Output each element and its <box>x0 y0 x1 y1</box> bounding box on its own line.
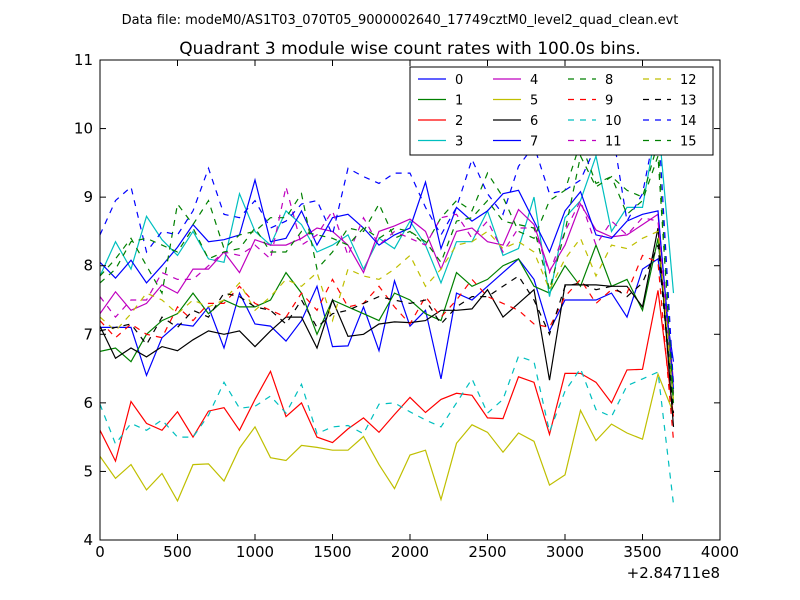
legend-label-8: 8 <box>605 73 613 88</box>
series-line-6 <box>100 227 675 427</box>
series-line-13 <box>100 244 675 414</box>
x-tick-label: 500 <box>163 543 192 561</box>
y-tick-label: 9 <box>83 188 93 206</box>
legend-label-13: 13 <box>680 94 697 109</box>
y-tick-label: 7 <box>83 325 93 343</box>
y-tick-label: 8 <box>83 257 93 275</box>
x-offset-label: +2.84711e8 <box>627 564 720 582</box>
legend-label-10: 10 <box>605 114 622 129</box>
y-tick-label: 5 <box>83 462 93 480</box>
legend-label-12: 12 <box>680 73 697 88</box>
x-tick-label: 3000 <box>546 543 584 561</box>
legend-label-7: 7 <box>530 135 538 150</box>
legend-box <box>409 66 714 156</box>
legend-label-2: 2 <box>455 114 463 129</box>
legend-label-15: 15 <box>680 135 697 150</box>
series-line-7 <box>100 177 675 390</box>
chart-title: Quadrant 3 module wise count rates with … <box>179 39 640 59</box>
y-tick-label: 10 <box>74 120 93 138</box>
series-line-11 <box>100 186 675 393</box>
series-line-14 <box>100 114 675 386</box>
series-line-3 <box>100 118 675 297</box>
series-line-1 <box>100 238 675 403</box>
x-tick-label: 0 <box>95 543 105 561</box>
plot-area: 0 500 1000 1500 2000 2500 3000 3500 400045678910… <box>74 51 739 561</box>
y-tick-label: 4 <box>83 531 93 549</box>
legend-label-4: 4 <box>530 73 538 88</box>
legend-label-1: 1 <box>455 94 463 109</box>
x-tick-label: 1500 <box>313 543 351 561</box>
series-line-8 <box>100 140 675 397</box>
series-lines <box>100 114 675 505</box>
y-tick-label: 6 <box>83 394 93 412</box>
x-tick-label: 2500 <box>468 543 506 561</box>
series-line-9 <box>100 254 675 441</box>
series-line-4 <box>100 202 675 383</box>
legend-label-5: 5 <box>530 94 538 109</box>
legend-label-6: 6 <box>530 114 538 129</box>
y-tick-label: 11 <box>74 51 93 69</box>
x-tick-label: 1000 <box>236 543 274 561</box>
x-tick-label: 3500 <box>623 543 661 561</box>
series-line-0 <box>100 257 675 380</box>
series-line-5 <box>100 372 675 503</box>
legend-label-9: 9 <box>605 94 613 109</box>
data-file-label: Data file: modeM0/AS1T03_070T05_90000026… <box>122 13 679 28</box>
series-line-15 <box>100 154 675 400</box>
x-tick-label: 2000 <box>391 543 429 561</box>
series-line-10 <box>100 355 675 505</box>
series-line-12 <box>100 230 675 400</box>
legend-label-3: 3 <box>455 135 463 150</box>
legend-label-11: 11 <box>605 135 622 150</box>
legend-label-14: 14 <box>680 114 697 129</box>
legend-label-0: 0 <box>455 73 463 88</box>
x-tick-label: 4000 <box>701 543 739 561</box>
